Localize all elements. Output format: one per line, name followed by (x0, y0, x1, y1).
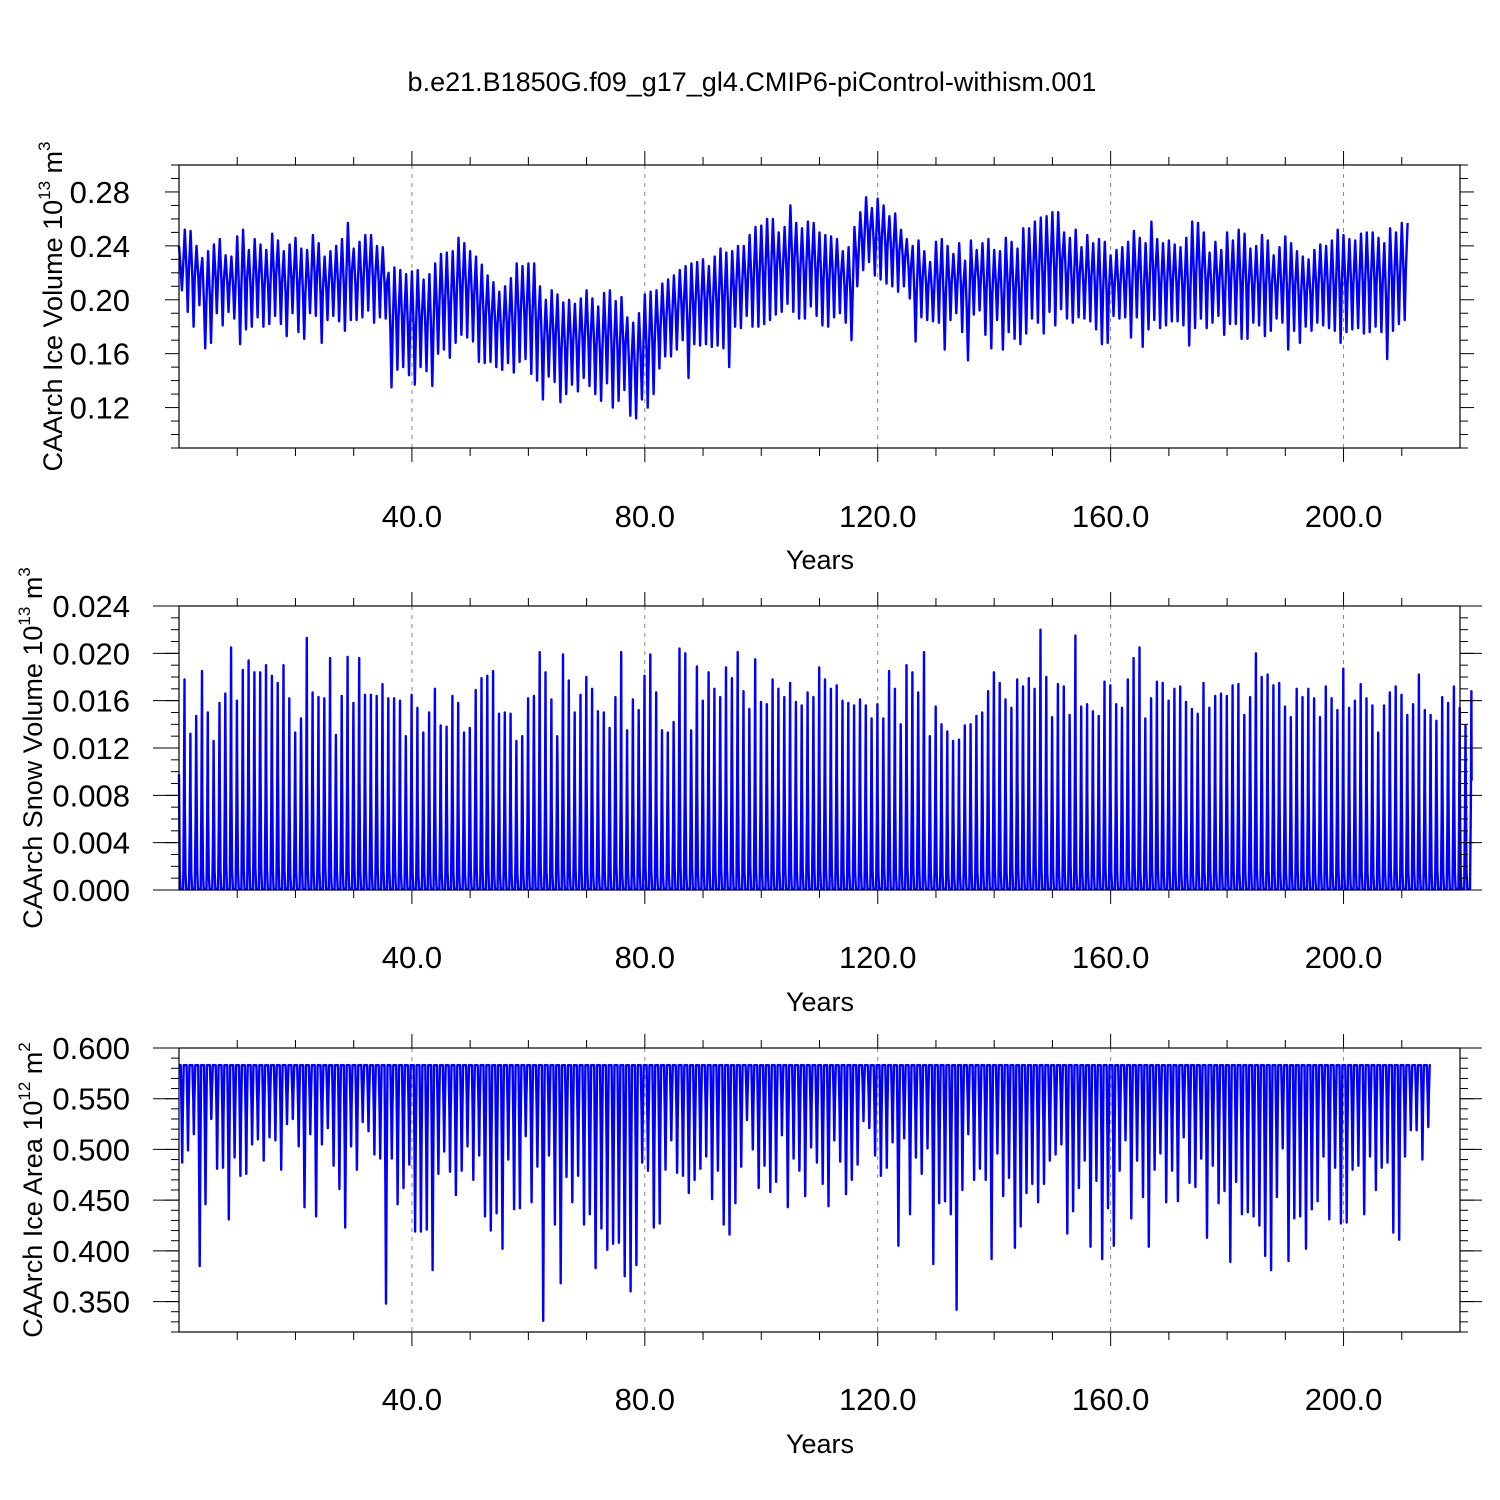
y-axis-title-part: m (18, 1052, 48, 1082)
series-line (177, 628, 1473, 890)
y-tick-label: 0.600 (52, 1031, 130, 1066)
y-axis-title-superscript: 12 (15, 1082, 34, 1101)
y-axis-title-superscript: 3 (15, 567, 34, 576)
y-axis-title-part: m (18, 577, 48, 607)
y-axis-title-superscript: 2 (15, 1042, 34, 1051)
x-axis-title: Years (786, 1429, 854, 1459)
y-axis-title-superscript: 13 (15, 607, 34, 626)
series-line (179, 1064, 1431, 1322)
y-tick-label: 0.24 (70, 229, 130, 264)
x-axis-title: Years (786, 987, 854, 1017)
panel-snow-volume: 40.0 80.0 120.0 160.0 200.0 0.000 0.004 0.008 0.… (15, 567, 1482, 1017)
y-tick-label: 0.012 (52, 731, 130, 766)
x-tick-label: 160.0 (1072, 499, 1150, 534)
y-tick-label: 0.450 (52, 1183, 130, 1218)
y-tick-label: 0.016 (52, 684, 130, 719)
y-tick-label: 0.000 (52, 873, 130, 908)
plot-frame (178, 164, 1461, 449)
y-axis-title: CAArch Ice Volume 1013 m3 (35, 141, 68, 471)
y-axis-title-superscript: 3 (35, 141, 54, 150)
y-tick-label: 0.350 (52, 1285, 130, 1320)
y-tick-label: 0.008 (52, 778, 130, 813)
y-axis-title-part: CAArch Ice Area 10 (18, 1101, 48, 1338)
x-tick-label: 120.0 (839, 940, 917, 975)
x-tick-label: 80.0 (615, 499, 675, 534)
plot-frame (178, 1047, 1461, 1333)
y-axis-title-part: CAArch Snow Volume 10 (18, 626, 48, 929)
x-tick-label: 160.0 (1072, 1382, 1150, 1417)
y-tick-label: 0.20 (70, 283, 130, 318)
x-tick-label: 160.0 (1072, 940, 1150, 975)
y-tick-label: 0.550 (52, 1082, 130, 1117)
y-tick-label: 0.16 (70, 337, 130, 372)
y-axis-title-part: CAArch Ice Volume 10 (38, 200, 68, 472)
x-tick-label: 40.0 (382, 499, 442, 534)
x-axis-title: Years (786, 545, 854, 575)
x-tick-label: 80.0 (615, 1382, 675, 1417)
chart-title: b.e21.B1850G.f09_g17_gl4.CMIP6-piControl… (408, 67, 1097, 97)
y-axis-title: CAArch Snow Volume 1013 m3 (15, 567, 48, 929)
x-tick-label: 200.0 (1305, 499, 1383, 534)
y-axis-title-part: m (38, 151, 68, 181)
y-tick-label: 0.004 (52, 826, 130, 861)
y-tick-label: 0.500 (52, 1132, 130, 1167)
y-axis-title: CAArch Ice Area 1012 m2 (15, 1042, 48, 1338)
y-tick-label: 0.28 (70, 175, 130, 210)
x-tick-label: 40.0 (382, 940, 442, 975)
y-tick-label: 0.020 (52, 636, 130, 671)
x-tick-label: 80.0 (615, 940, 675, 975)
x-tick-label: 200.0 (1305, 1382, 1383, 1417)
x-tick-label: 120.0 (839, 499, 917, 534)
panel-ice-area: 40.0 80.0 120.0 160.0 200.0 0.350 0.400 0.450 0.… (15, 1031, 1482, 1459)
x-tick-label: 120.0 (839, 1382, 917, 1417)
series-line (177, 196, 1409, 420)
y-tick-label: 0.12 (70, 391, 130, 426)
x-tick-label: 200.0 (1305, 940, 1383, 975)
y-axis-title-superscript: 13 (35, 181, 54, 200)
panel-ice-volume: 40.0 80.0 120.0 160.0 200.0 0.12 0.16 0.20 0.24 0… (35, 141, 1474, 575)
x-tick-label: 40.0 (382, 1382, 442, 1417)
y-tick-label: 0.400 (52, 1234, 130, 1269)
y-tick-label: 0.024 (52, 589, 130, 624)
